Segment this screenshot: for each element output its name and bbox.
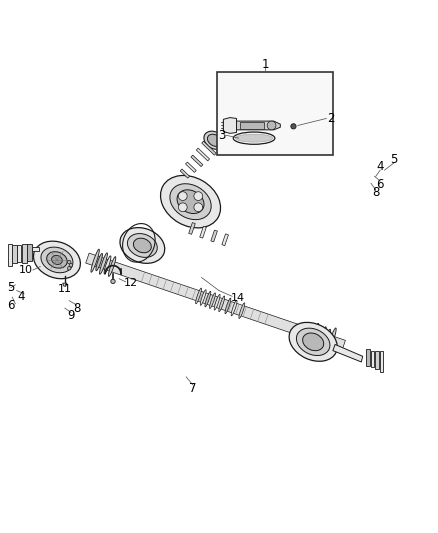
Ellipse shape: [204, 131, 225, 150]
Circle shape: [267, 121, 276, 130]
Circle shape: [178, 192, 187, 200]
Polygon shape: [180, 169, 190, 178]
Polygon shape: [205, 291, 211, 307]
Polygon shape: [191, 155, 203, 167]
Text: 8: 8: [372, 187, 379, 199]
Text: 5: 5: [7, 281, 14, 294]
Polygon shape: [318, 327, 326, 349]
Circle shape: [69, 263, 73, 267]
Polygon shape: [91, 249, 99, 272]
Ellipse shape: [41, 247, 73, 273]
Text: 2: 2: [328, 112, 335, 125]
Text: 11: 11: [58, 284, 72, 294]
Polygon shape: [109, 256, 116, 277]
Text: 4: 4: [17, 290, 25, 303]
Polygon shape: [96, 253, 102, 271]
Ellipse shape: [170, 184, 211, 220]
Circle shape: [178, 203, 187, 212]
Polygon shape: [200, 227, 206, 238]
Polygon shape: [333, 344, 363, 362]
Ellipse shape: [303, 333, 324, 351]
Polygon shape: [371, 351, 374, 367]
Polygon shape: [214, 294, 220, 310]
Text: 6: 6: [376, 177, 384, 191]
Polygon shape: [12, 245, 17, 263]
Ellipse shape: [289, 322, 337, 361]
Bar: [240, 122, 264, 129]
Ellipse shape: [297, 328, 330, 356]
Polygon shape: [189, 223, 195, 235]
Text: 3: 3: [219, 128, 226, 142]
Polygon shape: [366, 349, 370, 366]
Polygon shape: [219, 296, 225, 312]
Ellipse shape: [134, 238, 151, 253]
Polygon shape: [86, 253, 346, 350]
Polygon shape: [8, 244, 12, 265]
Ellipse shape: [47, 252, 67, 268]
Text: 10: 10: [19, 265, 33, 275]
Polygon shape: [63, 283, 67, 286]
Polygon shape: [27, 244, 32, 261]
Polygon shape: [375, 351, 379, 369]
Ellipse shape: [160, 175, 221, 228]
Text: 6: 6: [7, 298, 15, 312]
Text: 9: 9: [67, 309, 75, 322]
Ellipse shape: [33, 241, 81, 279]
Circle shape: [291, 124, 296, 129]
Polygon shape: [231, 300, 237, 316]
Polygon shape: [196, 148, 209, 161]
Polygon shape: [314, 327, 321, 346]
Ellipse shape: [235, 134, 272, 142]
Circle shape: [67, 260, 71, 264]
Polygon shape: [200, 289, 206, 305]
Text: 5: 5: [391, 152, 398, 166]
Text: 1: 1: [261, 58, 269, 71]
Polygon shape: [211, 230, 217, 242]
Polygon shape: [307, 325, 314, 343]
Polygon shape: [17, 245, 21, 262]
Polygon shape: [239, 303, 245, 319]
Polygon shape: [201, 141, 216, 155]
Circle shape: [194, 203, 203, 212]
Polygon shape: [32, 247, 39, 251]
Ellipse shape: [127, 233, 157, 257]
Ellipse shape: [120, 228, 165, 263]
Polygon shape: [380, 351, 383, 372]
Polygon shape: [104, 256, 111, 274]
Ellipse shape: [177, 190, 204, 214]
Text: 7: 7: [189, 382, 197, 395]
Polygon shape: [186, 162, 196, 172]
Polygon shape: [22, 244, 27, 263]
Text: 4: 4: [376, 160, 384, 173]
Polygon shape: [99, 253, 107, 274]
Text: 8: 8: [73, 302, 80, 314]
Polygon shape: [323, 329, 331, 350]
Polygon shape: [327, 328, 336, 354]
Polygon shape: [310, 324, 319, 348]
Text: 14: 14: [230, 293, 244, 303]
Bar: [217, 71, 333, 155]
Ellipse shape: [52, 255, 62, 264]
Circle shape: [111, 279, 115, 284]
Polygon shape: [225, 298, 231, 314]
Polygon shape: [223, 118, 237, 133]
Circle shape: [67, 266, 71, 270]
Polygon shape: [196, 288, 201, 304]
Circle shape: [194, 192, 203, 200]
Polygon shape: [223, 121, 280, 130]
Text: 12: 12: [124, 278, 138, 288]
Ellipse shape: [208, 134, 222, 147]
Polygon shape: [222, 234, 229, 246]
Polygon shape: [209, 293, 215, 309]
